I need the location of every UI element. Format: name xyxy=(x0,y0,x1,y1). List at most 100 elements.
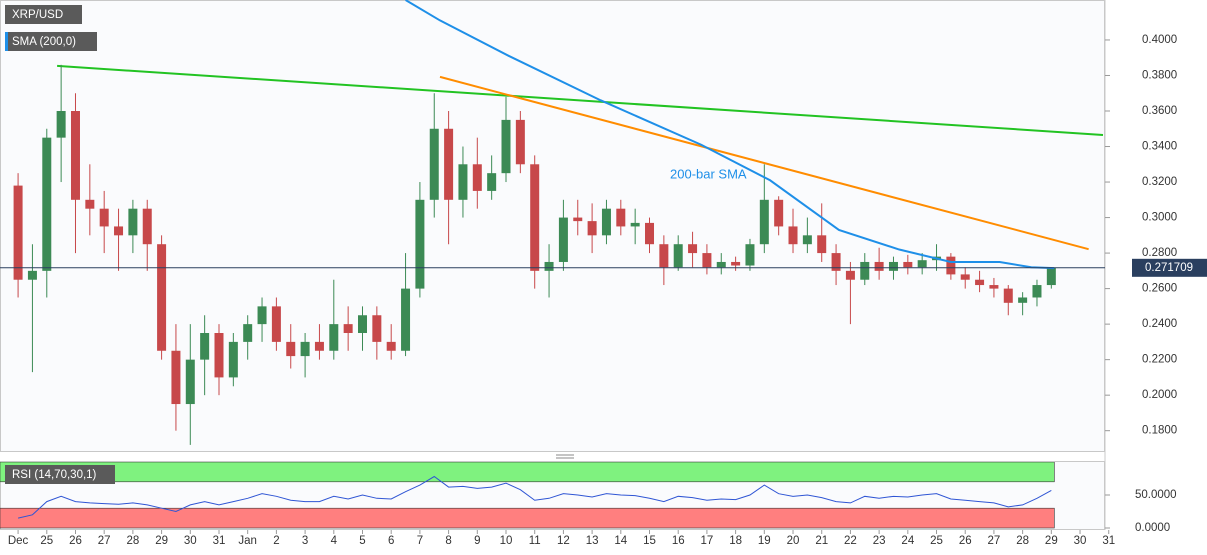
legend-entry: SMA (200,0) xyxy=(12,36,76,48)
candle-body xyxy=(228,341,238,378)
candle-body xyxy=(860,261,870,280)
x-tick-label: 14 xyxy=(614,535,627,547)
main-plot xyxy=(0,0,1105,452)
x-tick-label: 27 xyxy=(98,535,111,547)
candle-body xyxy=(1018,297,1028,303)
legend-box xyxy=(5,32,97,51)
x-tick-label: 8 xyxy=(445,535,451,547)
candle-body xyxy=(214,333,224,378)
candle-body xyxy=(99,208,109,227)
x-tick-label: 17 xyxy=(701,535,714,547)
candle-body xyxy=(372,315,382,342)
x-tick-label: 28 xyxy=(126,535,139,547)
y-tick-label: 0.2800 xyxy=(1142,247,1177,259)
x-tick-label: 31 xyxy=(1102,535,1115,547)
candle-body xyxy=(759,199,769,245)
candle-body xyxy=(185,359,195,405)
y-tick-label: 0.2200 xyxy=(1142,354,1177,366)
candle-body xyxy=(415,199,425,289)
candle-body xyxy=(300,341,310,357)
rsi-title: RSI (14,70,30,1) xyxy=(12,469,97,481)
y-tick-label: 0.0000 xyxy=(1135,522,1170,534)
x-tick-label: 30 xyxy=(184,535,197,547)
candle-body xyxy=(659,244,669,268)
candle-body xyxy=(888,261,898,271)
rsi-band xyxy=(0,507,1055,529)
candle-body xyxy=(1046,267,1056,286)
candle-body xyxy=(587,221,597,236)
candle-body xyxy=(702,253,712,268)
last-price-label: 0.271709 xyxy=(1145,262,1193,274)
candle-body xyxy=(157,244,167,351)
candle-body xyxy=(960,274,970,280)
x-tick-label: 25 xyxy=(40,535,53,547)
candle-body xyxy=(845,270,855,280)
candle-body xyxy=(975,279,985,286)
y-tick-label: 0.1800 xyxy=(1142,425,1177,437)
candle-body xyxy=(114,226,124,236)
x-tick-label: 29 xyxy=(155,535,168,547)
candle-body xyxy=(13,185,23,280)
x-tick-label: Dec xyxy=(8,535,29,547)
candle-body xyxy=(56,111,66,138)
x-tick-label: 6 xyxy=(388,535,394,547)
x-tick-label: 9 xyxy=(474,535,480,547)
trendline xyxy=(439,75,1089,251)
candle-body xyxy=(329,324,339,351)
candle-body xyxy=(831,253,841,271)
candle-body xyxy=(788,226,798,245)
candle-body xyxy=(1003,288,1013,303)
sma-line xyxy=(405,0,1055,270)
candle-body xyxy=(70,111,80,200)
x-tick-label: 20 xyxy=(787,535,800,547)
y-tick-label: 50.0000 xyxy=(1135,489,1177,501)
candle-body xyxy=(85,199,95,209)
x-tick-label: 19 xyxy=(758,535,771,547)
x-tick-label: 26 xyxy=(69,535,82,547)
x-tick-label: 13 xyxy=(586,535,599,547)
candle-body xyxy=(458,164,468,200)
candle-body xyxy=(429,128,439,200)
candle-body xyxy=(343,324,353,334)
x-tick-label: 10 xyxy=(500,535,513,547)
resize-handle[interactable] xyxy=(556,454,574,459)
candle-body xyxy=(257,306,267,325)
legend-box xyxy=(5,465,115,484)
x-tick-label: 7 xyxy=(417,535,423,547)
x-tick-label: 2 xyxy=(273,535,279,547)
x-tick-label: 29 xyxy=(1045,535,1058,547)
trendline xyxy=(57,64,1104,136)
candle-body xyxy=(688,244,698,254)
candle-body xyxy=(271,306,281,342)
candle-body xyxy=(487,173,497,191)
candle-body xyxy=(142,208,152,245)
y-tick-label: 0.3800 xyxy=(1142,70,1177,82)
candle-body xyxy=(544,261,554,271)
candle-body xyxy=(27,270,37,280)
candle-body xyxy=(1032,285,1042,298)
candle-body xyxy=(903,261,913,268)
x-tick-label: 5 xyxy=(359,535,365,547)
x-tick-label: 30 xyxy=(1074,535,1087,547)
x-tick-label: 23 xyxy=(873,535,886,547)
candle-body xyxy=(616,208,626,227)
candle-body xyxy=(645,222,655,245)
annotation: 200-bar SMA xyxy=(670,166,747,181)
candle-body xyxy=(917,260,927,268)
candle-body xyxy=(243,324,253,342)
candle-body xyxy=(946,256,956,275)
candle-body xyxy=(472,164,482,191)
y-tick-label: 0.3400 xyxy=(1142,141,1177,153)
rsi-band xyxy=(0,462,1055,483)
candle-body xyxy=(874,261,884,271)
candle-body xyxy=(515,119,525,165)
candle-body xyxy=(128,208,138,236)
candle-body xyxy=(630,222,640,227)
overlay-layer: 0.1800 0.2000 0.2200 0.2400 0.2600 0.2800 0.30… xyxy=(8,34,1207,547)
candle-body xyxy=(444,128,454,200)
candle-body xyxy=(314,341,324,351)
candle-body xyxy=(774,199,784,227)
x-tick-label: 21 xyxy=(815,535,828,547)
legend-swatch xyxy=(5,32,8,51)
